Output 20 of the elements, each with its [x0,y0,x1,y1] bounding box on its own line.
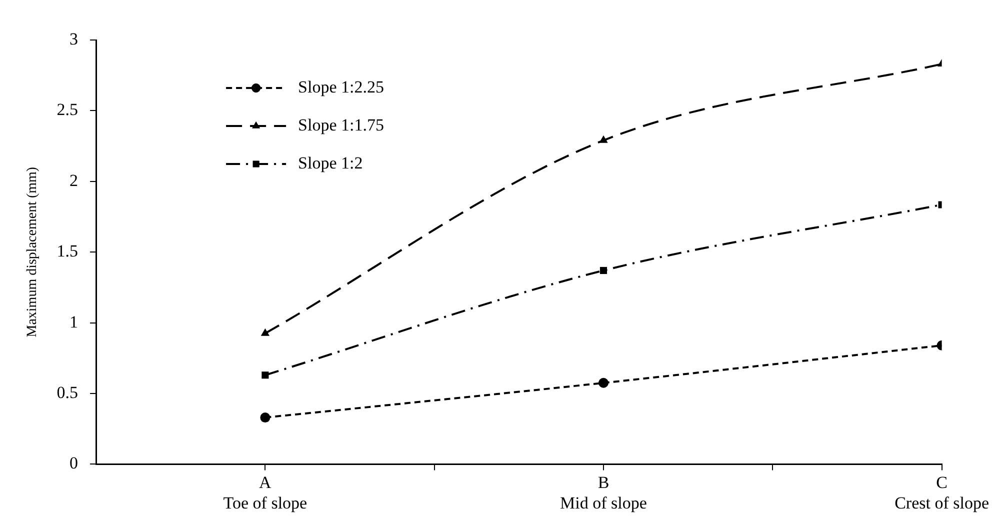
point [598,378,608,388]
y-tick-label: 2.5 [56,100,78,120]
legend-label: Slope 1:2.25 [298,77,384,96]
y-tick-label: 1 [70,312,78,332]
x-tick-label: C Crest of slope [894,472,990,512]
point [260,328,270,336]
point [262,372,269,379]
point [600,266,608,274]
y-tick-label: 2 [70,170,78,190]
y-tick-label: 0 [70,454,78,473]
point [260,412,270,423]
x-tick-label: A Toe of slope [223,472,308,512]
y-tick-label: 1.5 [56,242,78,261]
legend-label: Slope 1:1.75 [298,115,384,134]
y-tick-label: 3 [70,29,78,48]
y-tick-label: 0.5 [56,382,78,402]
legend-label: Slope 1:2 [298,153,363,172]
point [599,135,608,143]
x-tick-label: B Mid of slope [560,472,647,512]
y-axis-title: Maximum displacement (mm) [25,166,40,338]
